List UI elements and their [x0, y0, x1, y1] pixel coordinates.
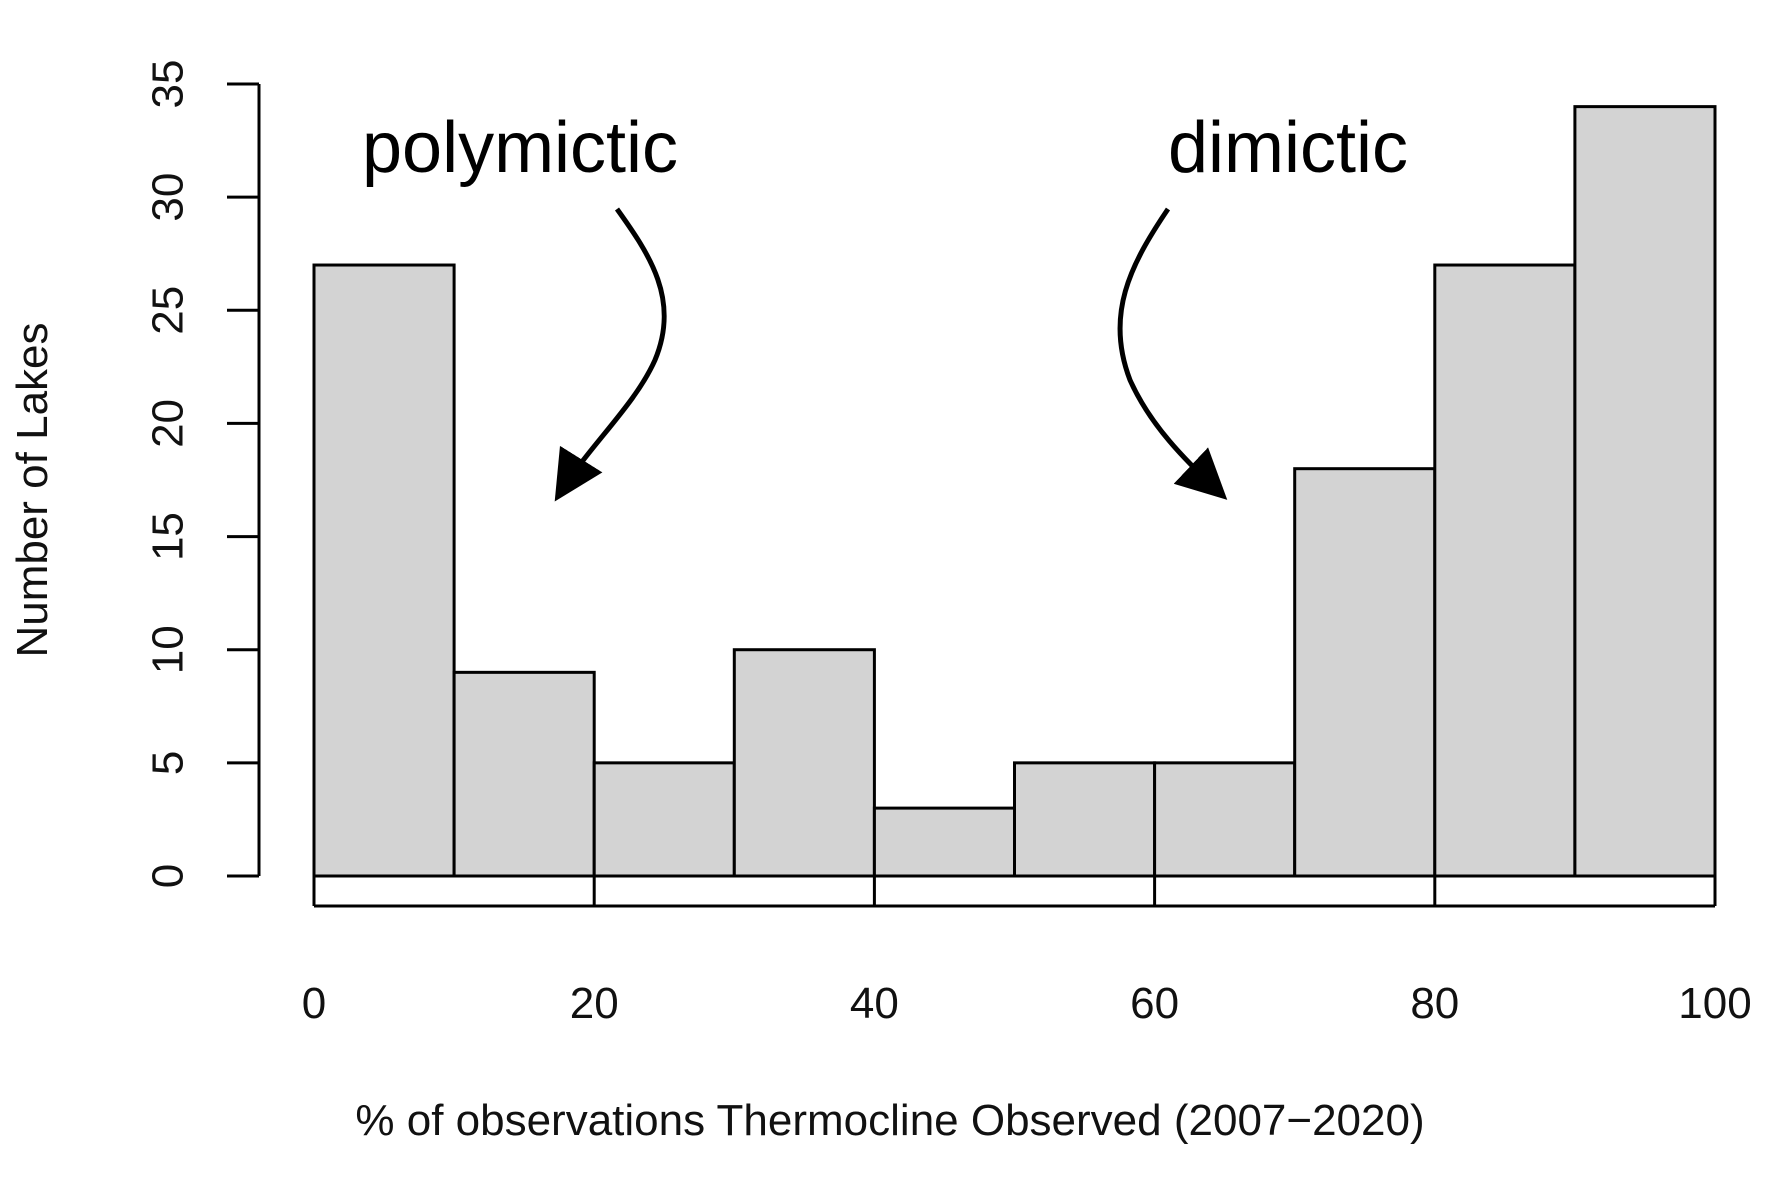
y-tick-label: 10	[144, 625, 193, 674]
x-tick-label: 100	[1678, 979, 1751, 1028]
bars-layer	[312, 105, 1717, 878]
histogram-bar	[872, 806, 1017, 878]
x-tick-label: 0	[302, 979, 326, 1028]
histogram-bar	[592, 761, 736, 878]
x-tick-label: 60	[1130, 979, 1179, 1028]
histogram-bar	[452, 670, 596, 878]
y-tick-label: 0	[144, 864, 193, 888]
x-tick-label: 80	[1410, 979, 1459, 1028]
histogram-bar	[1013, 761, 1157, 878]
y-axis: 0 5 10 15 20 25 30 35	[144, 60, 261, 888]
annotations-layer: polymictic dimictic	[362, 108, 1408, 502]
y-tick-label: 20	[144, 399, 193, 448]
x-tick-label: 20	[570, 979, 619, 1028]
annotation-arrow-dimictic	[1117, 207, 1228, 500]
histogram-bar	[1573, 105, 1717, 878]
annotation-dimictic: dimictic	[1168, 108, 1408, 188]
histogram-bar	[1433, 263, 1577, 878]
annotation-arrow-polymictic	[554, 207, 667, 502]
histogram-bar	[1153, 761, 1297, 878]
y-tick-label: 35	[144, 60, 193, 109]
histogram-bar	[732, 648, 876, 878]
y-tick-label: 25	[144, 286, 193, 335]
annotation-polymictic: polymictic	[362, 108, 678, 188]
y-tick-label: 15	[144, 512, 193, 561]
x-tick-label: 40	[850, 979, 899, 1028]
histogram-bar	[1293, 467, 1437, 878]
y-axis-label: Number of Lakes	[8, 322, 57, 657]
x-axis-label: % of observations Thermocline Observed (…	[355, 1096, 1424, 1145]
y-tick-label: 5	[144, 751, 193, 775]
histogram-bar	[312, 263, 456, 878]
x-axis: 0 20 40 60 80 100	[302, 876, 1752, 1028]
y-tick-label: 30	[144, 173, 193, 222]
